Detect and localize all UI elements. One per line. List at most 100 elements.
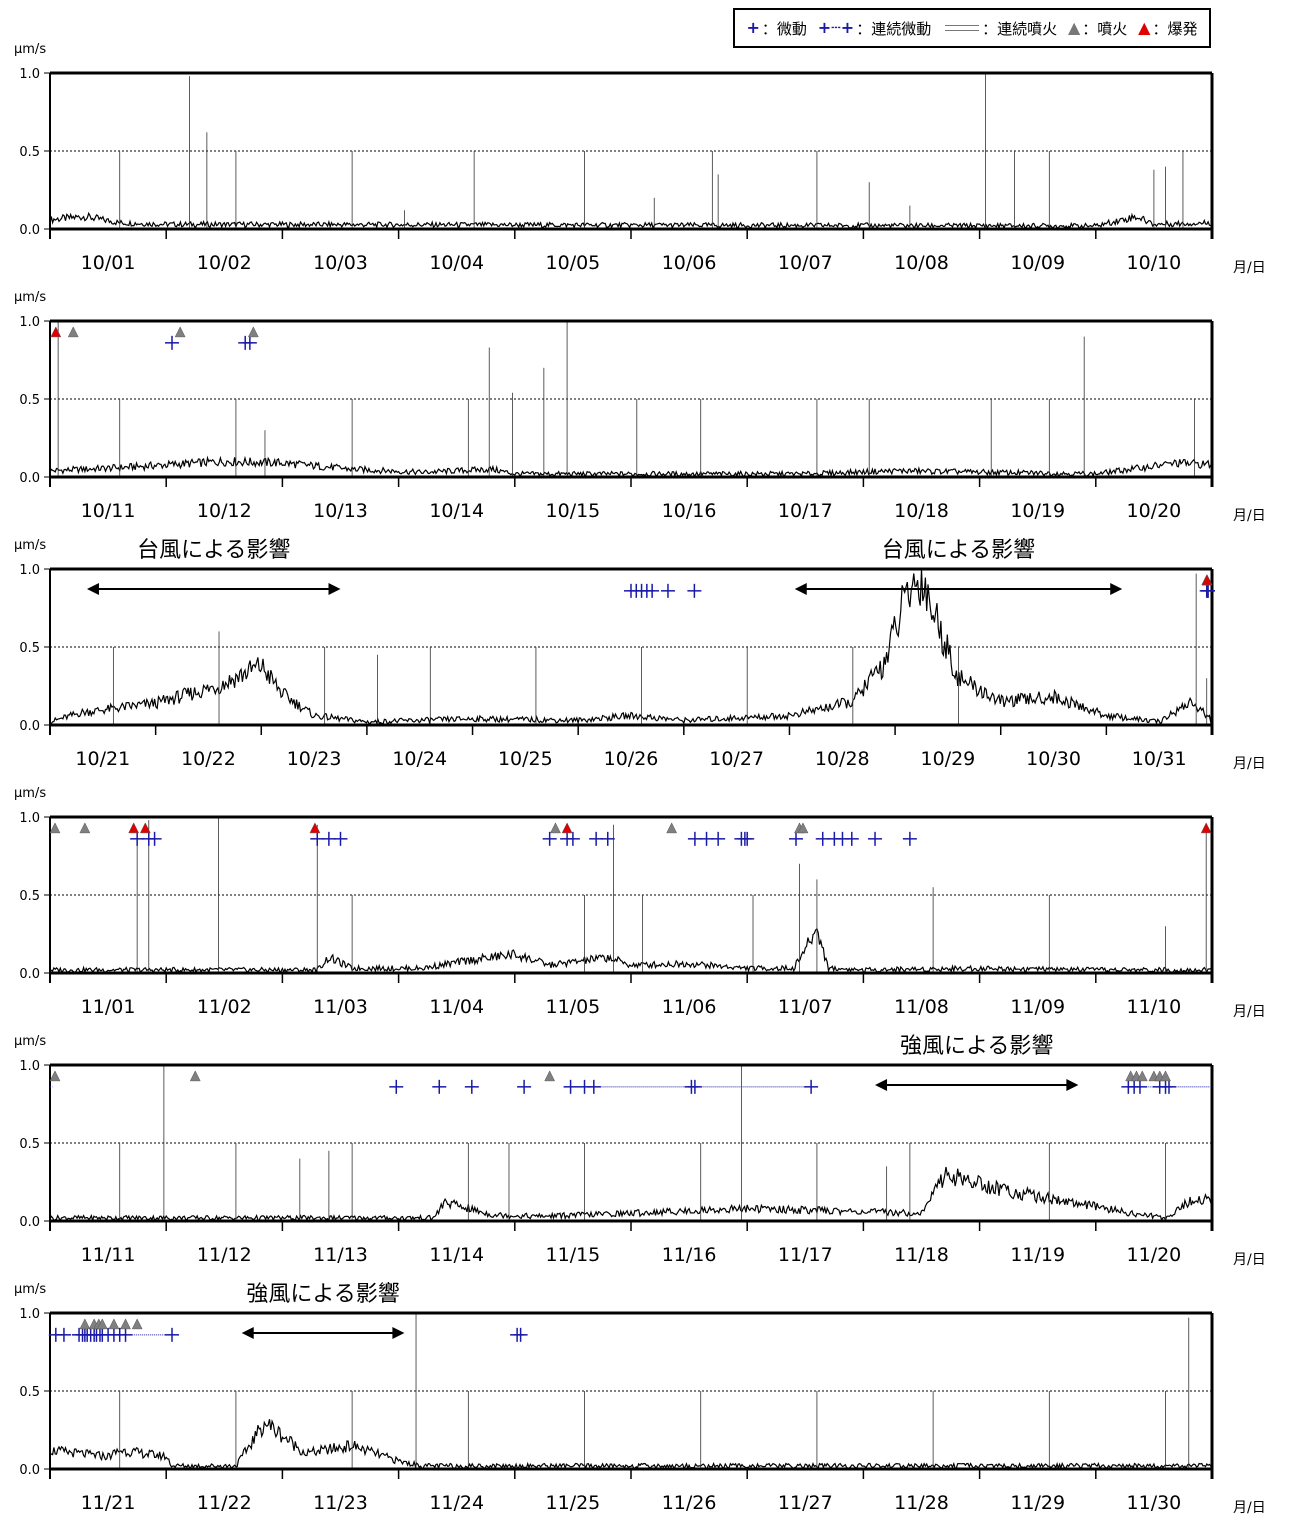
eruption-triangle-icon bbox=[189, 1070, 201, 1082]
x-tick-label: 11/24 bbox=[429, 1492, 484, 1514]
x-tick-label: 11/21 bbox=[81, 1492, 136, 1514]
tremor-cross-icon bbox=[1201, 583, 1215, 598]
x-tick-label: 11/07 bbox=[778, 996, 833, 1018]
y-tick-label: 0.0 bbox=[19, 967, 40, 982]
x-tick-label: 11/20 bbox=[1127, 1244, 1182, 1266]
x-tick-label: 11/01 bbox=[81, 996, 136, 1018]
x-tick-label: 11/04 bbox=[429, 996, 484, 1018]
legend-explosion-label: ：爆発 bbox=[1152, 19, 1198, 38]
x-tick-label: 11/15 bbox=[546, 1244, 601, 1266]
x-tick-label: 10/20 bbox=[1127, 500, 1182, 522]
x-tick-label: 10/08 bbox=[894, 252, 949, 274]
chart-panel-5: 0.0 0.5 1.0 μm/s 11/11 11/12 11/13 11/14 11/15 11… bbox=[14, 1034, 1266, 1268]
x-tick-label: 10/28 bbox=[815, 748, 870, 770]
x-tick-label: 10/01 bbox=[81, 252, 136, 274]
tremor-cross-icon bbox=[563, 1079, 578, 1094]
x-tick-label: 10/31 bbox=[1132, 748, 1187, 770]
y-tick-label: 1.0 bbox=[19, 1307, 40, 1322]
x-tick-label: 10/12 bbox=[197, 500, 252, 522]
amplitude-trace bbox=[49, 1419, 1213, 1471]
annotation-label: 台風による影響 bbox=[137, 538, 290, 563]
explosion-triangle-icon bbox=[309, 822, 321, 834]
eruption-triangle-icon bbox=[666, 822, 678, 834]
x-tick-label: 11/25 bbox=[546, 1492, 601, 1514]
chart-panel-1: 0.0 0.5 1.0 μm/s 10/01 10/02 10/03 10/04 10/05 10… bbox=[14, 42, 1266, 276]
explosion-triangle-icon: ▲ bbox=[1138, 18, 1151, 37]
tremor-cross-icon bbox=[586, 1079, 601, 1094]
eruption-triangle-icon bbox=[108, 1318, 120, 1330]
explosion-triangle-icon bbox=[561, 822, 573, 834]
tremor-cross-icon bbox=[687, 1079, 702, 1094]
legend-eruption-label: ：噴火 bbox=[1082, 19, 1128, 38]
explosion-triangle-icon bbox=[1201, 574, 1213, 586]
legend-continuous-tremor: +┄+ ：連続微動 bbox=[818, 18, 931, 39]
eruption-triangle-icon bbox=[96, 1318, 108, 1330]
tremor-cross-icon bbox=[333, 831, 348, 846]
tremor-cross-icon bbox=[464, 1079, 479, 1094]
amplitude-trace bbox=[49, 568, 1213, 726]
y-unit-label: μm/s bbox=[14, 786, 46, 801]
chart-panel-2: 0.0 0.5 1.0 μm/s 10/11 10/12 10/13 10/14 10/15 10… bbox=[14, 290, 1266, 524]
eruption-triangle-icon bbox=[67, 326, 79, 338]
x-tick-label: 10/13 bbox=[313, 500, 368, 522]
x-tick-label: 10/11 bbox=[81, 500, 136, 522]
eruption-triangle-icon bbox=[1160, 1070, 1171, 1082]
y-tick-label: 1.0 bbox=[19, 1059, 40, 1074]
legend-eruption: ▲ ：噴火 bbox=[1068, 18, 1127, 39]
eruption-triangle-icon bbox=[79, 1318, 91, 1330]
tremor-cross-icon bbox=[165, 1327, 180, 1342]
tremor-cross-icon bbox=[740, 831, 755, 846]
x-tick-label: 11/13 bbox=[313, 1244, 368, 1266]
x-tick-label: 11/10 bbox=[1127, 996, 1182, 1018]
tremor-cross-icon bbox=[660, 583, 675, 598]
x-tick-label: 10/19 bbox=[1010, 500, 1065, 522]
x-tick-label: 10/15 bbox=[546, 500, 601, 522]
legend-tremor-label: ：微動 bbox=[761, 19, 807, 38]
legend-tremor: + ：微動 bbox=[746, 18, 806, 39]
x-tick-label: 10/10 bbox=[1127, 252, 1182, 274]
legend-continuous-eruption-label: ：連続噴火 bbox=[982, 19, 1058, 38]
tremor-cross-icon bbox=[844, 831, 859, 846]
tremor-cross-icon bbox=[789, 831, 804, 846]
eruption-triangle-icon bbox=[120, 1318, 131, 1330]
amplitude-trace bbox=[49, 1166, 1213, 1223]
tremor-cross-icon bbox=[432, 1079, 447, 1094]
explosion-triangle-icon bbox=[50, 326, 62, 338]
x-tick-label: 10/22 bbox=[181, 748, 236, 770]
x-tick-label: 10/14 bbox=[429, 500, 484, 522]
eruption-triangle-icon bbox=[49, 822, 61, 834]
x-tick-label: 11/06 bbox=[662, 996, 717, 1018]
x-tick-label: 11/28 bbox=[894, 1492, 949, 1514]
amplitude-trace bbox=[49, 455, 1213, 478]
tremor-cross-icon bbox=[711, 831, 726, 846]
x-tick-label: 11/19 bbox=[1010, 1244, 1065, 1266]
y-tick-label: 0.0 bbox=[19, 719, 40, 734]
x-tick-label: 11/08 bbox=[894, 996, 949, 1018]
y-tick-label: 0.0 bbox=[19, 471, 40, 486]
x-tick-label: 10/16 bbox=[662, 500, 717, 522]
chart-panel-6: 0.0 0.5 1.0 μm/s 11/21 11/22 11/23 11/24 11/25 11… bbox=[14, 1282, 1266, 1516]
arrow-left-icon bbox=[794, 583, 807, 595]
x-tick-label: 11/23 bbox=[313, 1492, 368, 1514]
chart-panel-4: 0.0 0.5 1.0 μm/s 11/01 11/02 11/03 11/04 11/05 11… bbox=[14, 786, 1266, 1020]
eruption-triangle-icon bbox=[797, 822, 809, 834]
annotation-label: 強風による影響 bbox=[246, 1282, 399, 1307]
tremor-cross-icon bbox=[56, 1327, 71, 1342]
x-tick-label: 11/17 bbox=[778, 1244, 833, 1266]
tremor-cross-icon bbox=[147, 831, 162, 846]
arrow-right-icon bbox=[1066, 1079, 1079, 1091]
y-tick-label: 0.0 bbox=[19, 1215, 40, 1230]
x-axis-unit-label: 月/日 bbox=[1233, 260, 1266, 276]
legend-continuous-eruption: ：連続噴火 bbox=[942, 18, 1057, 39]
eruption-triangle-icon bbox=[247, 326, 259, 338]
explosion-triangle-icon bbox=[1200, 822, 1212, 834]
legend-continuous-tremor-label: ：連続微動 bbox=[856, 19, 932, 38]
y-tick-label: 0.0 bbox=[19, 223, 40, 238]
x-tick-label: 11/09 bbox=[1010, 996, 1065, 1018]
x-tick-label: 11/02 bbox=[197, 996, 252, 1018]
eruption-triangle-icon bbox=[174, 326, 186, 338]
eruption-triangle-icon bbox=[550, 822, 561, 834]
x-axis-unit-label: 月/日 bbox=[1233, 1252, 1266, 1268]
annotation-label: 強風による影響 bbox=[900, 1034, 1053, 1059]
x-tick-label: 10/17 bbox=[778, 500, 833, 522]
